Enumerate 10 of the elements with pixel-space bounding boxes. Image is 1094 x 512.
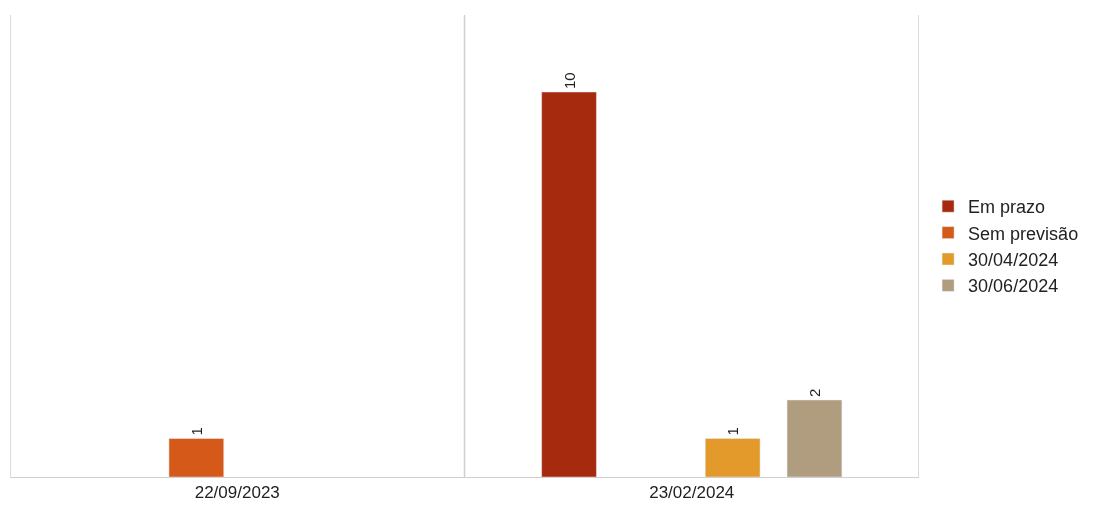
x-tick-label: 23/02/2024 xyxy=(649,483,735,503)
data-label: 1 xyxy=(187,427,205,436)
data-label: 10 xyxy=(560,72,578,89)
legend-label: Sem previsão xyxy=(968,223,1079,244)
legend-label: Em prazo xyxy=(968,197,1046,218)
legend-label: 30/06/2024 xyxy=(968,276,1059,297)
legend-label: 30/04/2024 xyxy=(968,250,1059,271)
data-label: 2 xyxy=(805,388,823,397)
data-label: 1 xyxy=(724,427,742,436)
x-tick-label: 22/09/2023 xyxy=(194,483,280,503)
